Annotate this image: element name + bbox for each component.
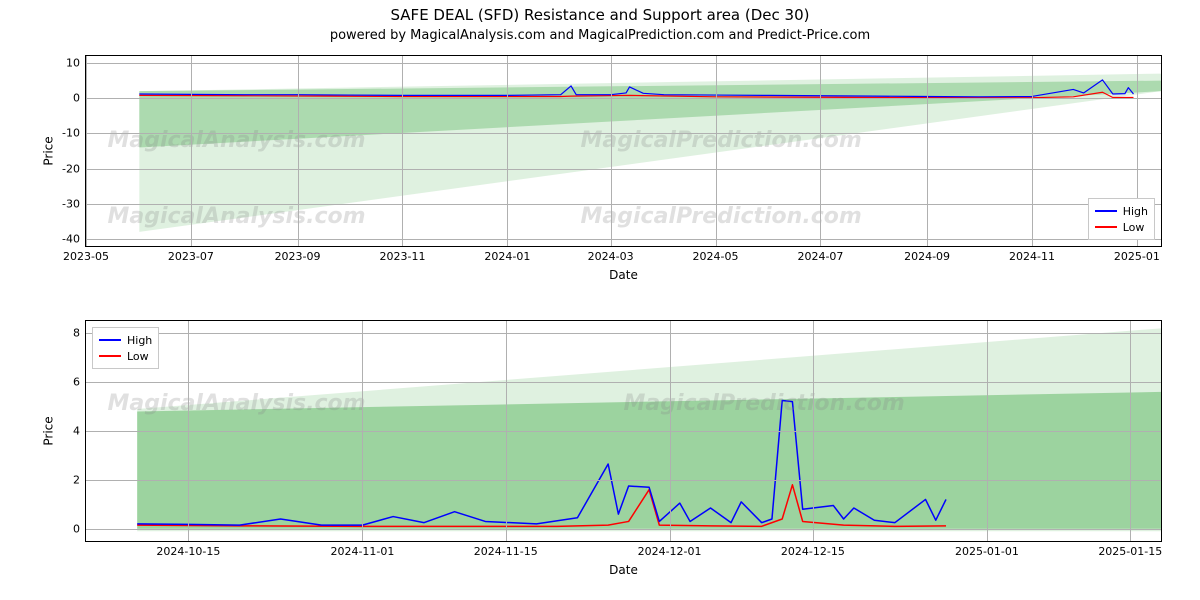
y-tick-label: 2 [73, 473, 86, 486]
gridline [813, 321, 814, 541]
chart-subtitle: powered by MagicalAnalysis.com and Magic… [0, 28, 1200, 43]
legend-label: High [1123, 205, 1148, 218]
top-chart-svg [86, 56, 1161, 246]
gridline [86, 63, 1161, 64]
top-chart-legend: High Low [1088, 198, 1155, 240]
x-tick-label: 2024-09 [904, 246, 950, 263]
x-tick-label: 2023-05 [63, 246, 109, 263]
gridline [86, 480, 1161, 481]
gridline [987, 321, 988, 541]
y-tick-label: 4 [73, 425, 86, 438]
bottom-chart-plot: MagicalAnalysis.com MagicalPrediction.co… [86, 321, 1161, 541]
legend-swatch [99, 339, 121, 341]
y-tick-label: 0 [73, 92, 86, 105]
legend-item: Low [1095, 219, 1148, 235]
gridline [86, 98, 1161, 99]
gridline [86, 56, 87, 246]
legend-item: High [1095, 203, 1148, 219]
gridline [1032, 56, 1033, 246]
x-tick-label: 2024-12-15 [781, 541, 845, 558]
gridline [611, 56, 612, 246]
gridline [670, 321, 671, 541]
bottom-chart-legend: High Low [92, 327, 159, 369]
top-chart-axes: MagicalAnalysis.com MagicalPrediction.co… [85, 55, 1162, 247]
gridline [86, 333, 1161, 334]
y-tick-label: 0 [73, 522, 86, 535]
x-tick-label: 2025-01 [1114, 246, 1160, 263]
x-tick-label: 2023-07 [168, 246, 214, 263]
legend-swatch [1095, 226, 1117, 228]
gridline [820, 56, 821, 246]
gridline [188, 321, 189, 541]
y-axis-label: Price [42, 136, 56, 165]
y-tick-label: -20 [62, 162, 86, 175]
legend-swatch [99, 355, 121, 357]
gridline [927, 56, 928, 246]
support-resistance-cone-inner [137, 392, 1161, 529]
x-axis-label: Date [86, 268, 1161, 282]
y-tick-label: -10 [62, 127, 86, 140]
x-tick-label: 2024-01 [484, 246, 530, 263]
x-tick-label: 2024-11-01 [330, 541, 394, 558]
legend-swatch [1095, 210, 1117, 212]
y-tick-label: -40 [62, 232, 86, 245]
gridline [86, 529, 1161, 530]
gridline [86, 239, 1161, 240]
gridline [506, 321, 507, 541]
x-tick-label: 2024-03 [588, 246, 634, 263]
gridline [86, 382, 1161, 383]
legend-label: Low [1123, 221, 1145, 234]
gridline [86, 133, 1161, 134]
y-tick-label: 6 [73, 376, 86, 389]
bottom-chart-axes: MagicalAnalysis.com MagicalPrediction.co… [85, 320, 1162, 542]
x-tick-label: 2025-01-01 [955, 541, 1019, 558]
gridline [507, 56, 508, 246]
x-tick-label: 2024-07 [797, 246, 843, 263]
gridline [86, 204, 1161, 205]
y-axis-label: Price [42, 416, 56, 445]
x-tick-label: 2024-11-15 [474, 541, 538, 558]
legend-label: Low [127, 350, 149, 363]
gridline [362, 321, 363, 541]
legend-label: High [127, 334, 152, 347]
chart-title: SAFE DEAL (SFD) Resistance and Support a… [0, 6, 1200, 24]
legend-item: Low [99, 348, 152, 364]
gridline [716, 56, 717, 246]
x-tick-label: 2023-09 [275, 246, 321, 263]
gridline [298, 56, 299, 246]
figure: SAFE DEAL (SFD) Resistance and Support a… [0, 0, 1200, 600]
gridline [1130, 321, 1131, 541]
x-tick-label: 2024-12-01 [638, 541, 702, 558]
y-tick-label: 10 [66, 57, 86, 70]
y-tick-label: 8 [73, 327, 86, 340]
x-tick-label: 2024-05 [693, 246, 739, 263]
x-tick-label: 2023-11 [379, 246, 425, 263]
x-tick-label: 2025-01-15 [1098, 541, 1162, 558]
x-tick-label: 2024-11 [1009, 246, 1055, 263]
gridline [86, 431, 1161, 432]
x-tick-label: 2024-10-15 [156, 541, 220, 558]
gridline [191, 56, 192, 246]
top-chart-plot: MagicalAnalysis.com MagicalPrediction.co… [86, 56, 1161, 246]
gridline [402, 56, 403, 246]
x-axis-label: Date [86, 563, 1161, 577]
gridline [86, 169, 1161, 170]
legend-item: High [99, 332, 152, 348]
y-tick-label: -30 [62, 197, 86, 210]
